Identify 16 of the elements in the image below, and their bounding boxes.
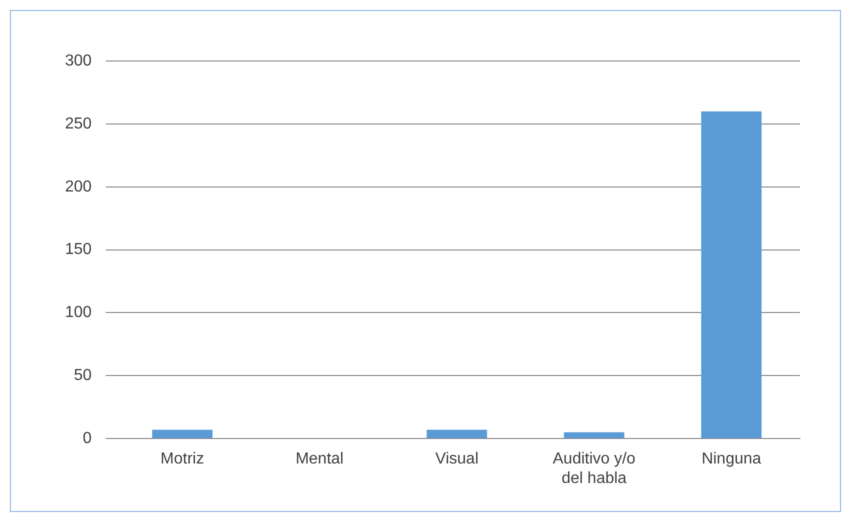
y-tick-label: 300 bbox=[64, 52, 92, 70]
y-tick-label: 150 bbox=[64, 241, 92, 258]
y-tick-label: 50 bbox=[74, 367, 92, 384]
bar bbox=[701, 111, 762, 438]
x-tick-label: Visual bbox=[435, 450, 478, 468]
bar bbox=[152, 430, 213, 438]
bar bbox=[564, 432, 624, 438]
y-tick-label: 200 bbox=[64, 178, 92, 196]
x-tick-label: Mental bbox=[296, 450, 344, 468]
x-tick-label: Auditivo y/o del habla bbox=[552, 450, 636, 487]
x-tick-label: Motriz bbox=[160, 450, 204, 468]
y-tick-label: 100 bbox=[64, 304, 92, 322]
y-tick-label: 250 bbox=[64, 115, 92, 132]
y-tick-label: 0 bbox=[82, 430, 92, 448]
bar bbox=[426, 430, 488, 438]
x-tick-label: Ninguna bbox=[702, 450, 762, 468]
